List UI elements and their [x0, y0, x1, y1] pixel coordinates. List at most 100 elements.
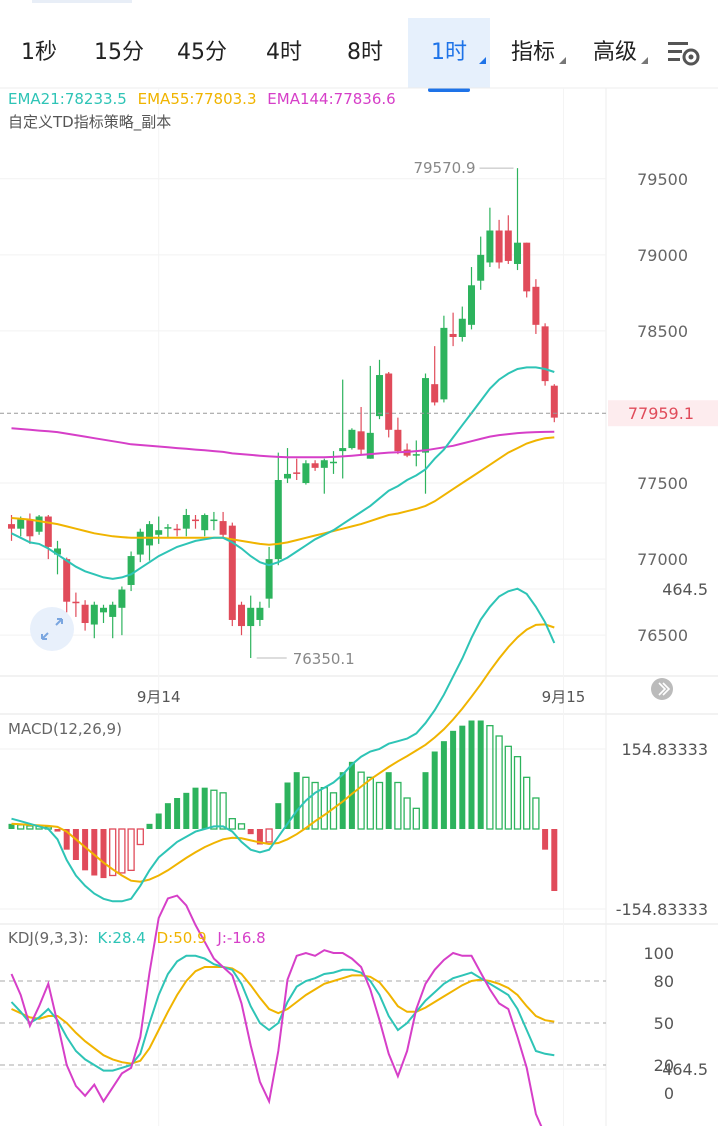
price-tick-label: 76500: [637, 626, 688, 645]
candle-body: [357, 431, 365, 450]
candle-body: [422, 378, 429, 453]
ema144-line: [11, 427, 555, 459]
macd-histogram-bar: [146, 823, 153, 829]
kdj-k-value: K:28.4: [98, 929, 146, 947]
candle-body: [201, 514, 209, 531]
candle-body: [219, 521, 227, 535]
candle-body: [431, 384, 439, 403]
tab-4h[interactable]: 4时: [246, 18, 322, 88]
macd-histogram-bar: [459, 725, 466, 829]
candle-body: [311, 463, 319, 468]
macd-histogram-bar: [118, 828, 126, 874]
macd-histogram-bar: [201, 787, 208, 829]
candle-body: [44, 516, 52, 547]
low-price-label: 76350.1: [293, 650, 355, 668]
candle-body: [504, 230, 512, 261]
kdj-tick-label: 50: [654, 1014, 674, 1033]
candle-body: [339, 448, 347, 452]
candle-body: [17, 519, 25, 529]
macd-tick-label: 154.83333: [621, 740, 708, 759]
macd-histogram-bar: [256, 829, 263, 845]
macd-histogram-bar: [504, 745, 512, 830]
candle-body: [449, 333, 457, 338]
kdj-tick-label: 80: [654, 972, 674, 991]
macd-dea-line: [11, 623, 555, 883]
candle-body: [495, 230, 503, 263]
candle-body: [118, 589, 126, 608]
chevron-right-circle-icon[interactable]: [651, 678, 673, 700]
top-strip: [32, 0, 132, 3]
tab-label: 45分: [177, 40, 227, 65]
macd-histogram-bar: [54, 829, 61, 832]
tab-1s[interactable]: 1秒: [0, 18, 78, 88]
candle-body: [366, 432, 374, 459]
kdj-params: KDJ(9,3,3):: [8, 929, 89, 947]
macd-histogram-bar: [477, 720, 484, 829]
macd-histogram-bar: [17, 824, 25, 830]
candle-body: [458, 318, 466, 338]
candle-body: [541, 326, 549, 382]
macd-histogram-bar: [551, 829, 558, 892]
candle-body: [468, 285, 475, 325]
macd-histogram-bar: [237, 823, 246, 830]
candle-body: [26, 519, 34, 537]
macd-histogram-bar: [192, 787, 199, 829]
candle-body: [100, 607, 107, 613]
tab-indicators[interactable]: 指标: [496, 18, 570, 88]
kdj-series: [10, 894, 555, 1126]
kdj-j-value: J:-16.8: [216, 929, 265, 947]
candle-body: [136, 531, 144, 555]
candle-body: [486, 230, 494, 263]
tab-label: 15分: [94, 40, 144, 65]
tab-8h[interactable]: 8时: [326, 18, 404, 88]
candle-body: [173, 528, 181, 531]
macd-histogram-bar: [72, 829, 79, 861]
macd-histogram-bar: [26, 825, 34, 830]
macd-histogram-bar: [394, 781, 402, 830]
macd-tick-label: -154.83333: [616, 900, 708, 919]
macd-tick-label: 464.5: [662, 580, 708, 599]
macd-histogram-bar: [385, 772, 392, 829]
macd-histogram-bar: [219, 792, 227, 830]
tab-label: 高级: [592, 40, 637, 65]
candle-body: [320, 460, 328, 468]
candle-body: [81, 604, 89, 624]
tab-1h[interactable]: 1时: [408, 18, 490, 92]
macd-histogram-bar: [155, 813, 162, 829]
candle-body: [376, 375, 383, 417]
candle-body: [385, 373, 393, 430]
macd-histogram-bar: [109, 828, 117, 877]
tab-45m[interactable]: 45分: [162, 18, 242, 88]
candle-body: [54, 548, 61, 555]
candle-body: [228, 525, 236, 620]
tab-15m[interactable]: 15分: [80, 18, 158, 88]
ema55-line: [11, 436, 555, 546]
macd-histogram-bar: [174, 797, 181, 829]
candle-body: [109, 604, 117, 617]
expand-arrows-icon[interactable]: [30, 607, 74, 651]
tab-label: 指标: [510, 40, 555, 65]
candlestick-series: 77959.1 79570.9 76350.1: [0, 159, 718, 668]
kdj-tick-label: 100: [643, 944, 674, 963]
kdj-label-row: KDJ(9,3,3): K:28.4 D:50.9 J:-16.8: [8, 929, 266, 947]
tab-advanced[interactable]: 高级: [578, 18, 652, 88]
macd-histogram-bar: [532, 797, 540, 830]
macd-histogram-bar: [265, 828, 273, 843]
candle-body: [256, 607, 264, 620]
macd-histogram-bar: [100, 829, 107, 879]
kdj-tick-label: 20: [654, 1056, 674, 1075]
macd-histogram-bar: [357, 771, 365, 830]
macd-tick-label: -464.5: [656, 1060, 708, 1079]
macd-histogram-bar: [348, 761, 355, 829]
ema-label-row: EMA21:78233.5 EMA55:77803.3 EMA144:77836…: [8, 90, 396, 108]
chart-settings-icon[interactable]: [664, 38, 704, 70]
ema144-value: EMA144:77836.6: [267, 90, 395, 108]
candle-body: [155, 530, 163, 535]
tab-label: 4时: [266, 40, 302, 65]
candle-body: [63, 559, 71, 602]
price-tick-label: 77500: [637, 474, 688, 493]
macd-dif-line: [11, 587, 556, 903]
macd-histogram-bar: [183, 792, 190, 829]
macd-histogram-bar: [320, 787, 328, 830]
